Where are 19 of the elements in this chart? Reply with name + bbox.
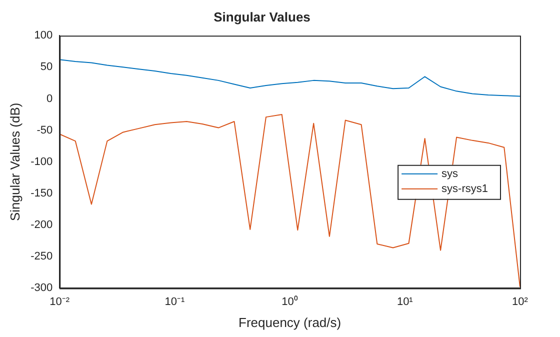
- y-tick-label: 50: [40, 61, 53, 74]
- y-tick-label: -100: [30, 156, 53, 168]
- y-axis-title: Singular Values (dB): [7, 102, 22, 222]
- x-tick-label: 10¹: [396, 296, 414, 308]
- y-tick-label: 0: [46, 92, 53, 105]
- y-tick-label: -300: [30, 282, 53, 294]
- x-tick-label: 10⁻¹: [164, 296, 185, 308]
- chart-title: Singular Values: [214, 9, 310, 24]
- y-tick-label: -150: [30, 188, 53, 200]
- x-tick-label: 10⁰: [282, 294, 298, 308]
- x-tick-label: 10²: [512, 296, 528, 308]
- legend-label: sys: [442, 168, 459, 180]
- y-tick-label: -200: [30, 219, 53, 232]
- y-tick-label: -50: [36, 124, 53, 136]
- y-tick-label: -250: [30, 250, 53, 263]
- x-axis-title: Frequency (rad/s): [238, 314, 342, 330]
- legend-label: sys-rsys1: [442, 182, 488, 195]
- y-tick-label: 100: [34, 30, 53, 42]
- x-tick-label: 10⁻²: [50, 296, 70, 308]
